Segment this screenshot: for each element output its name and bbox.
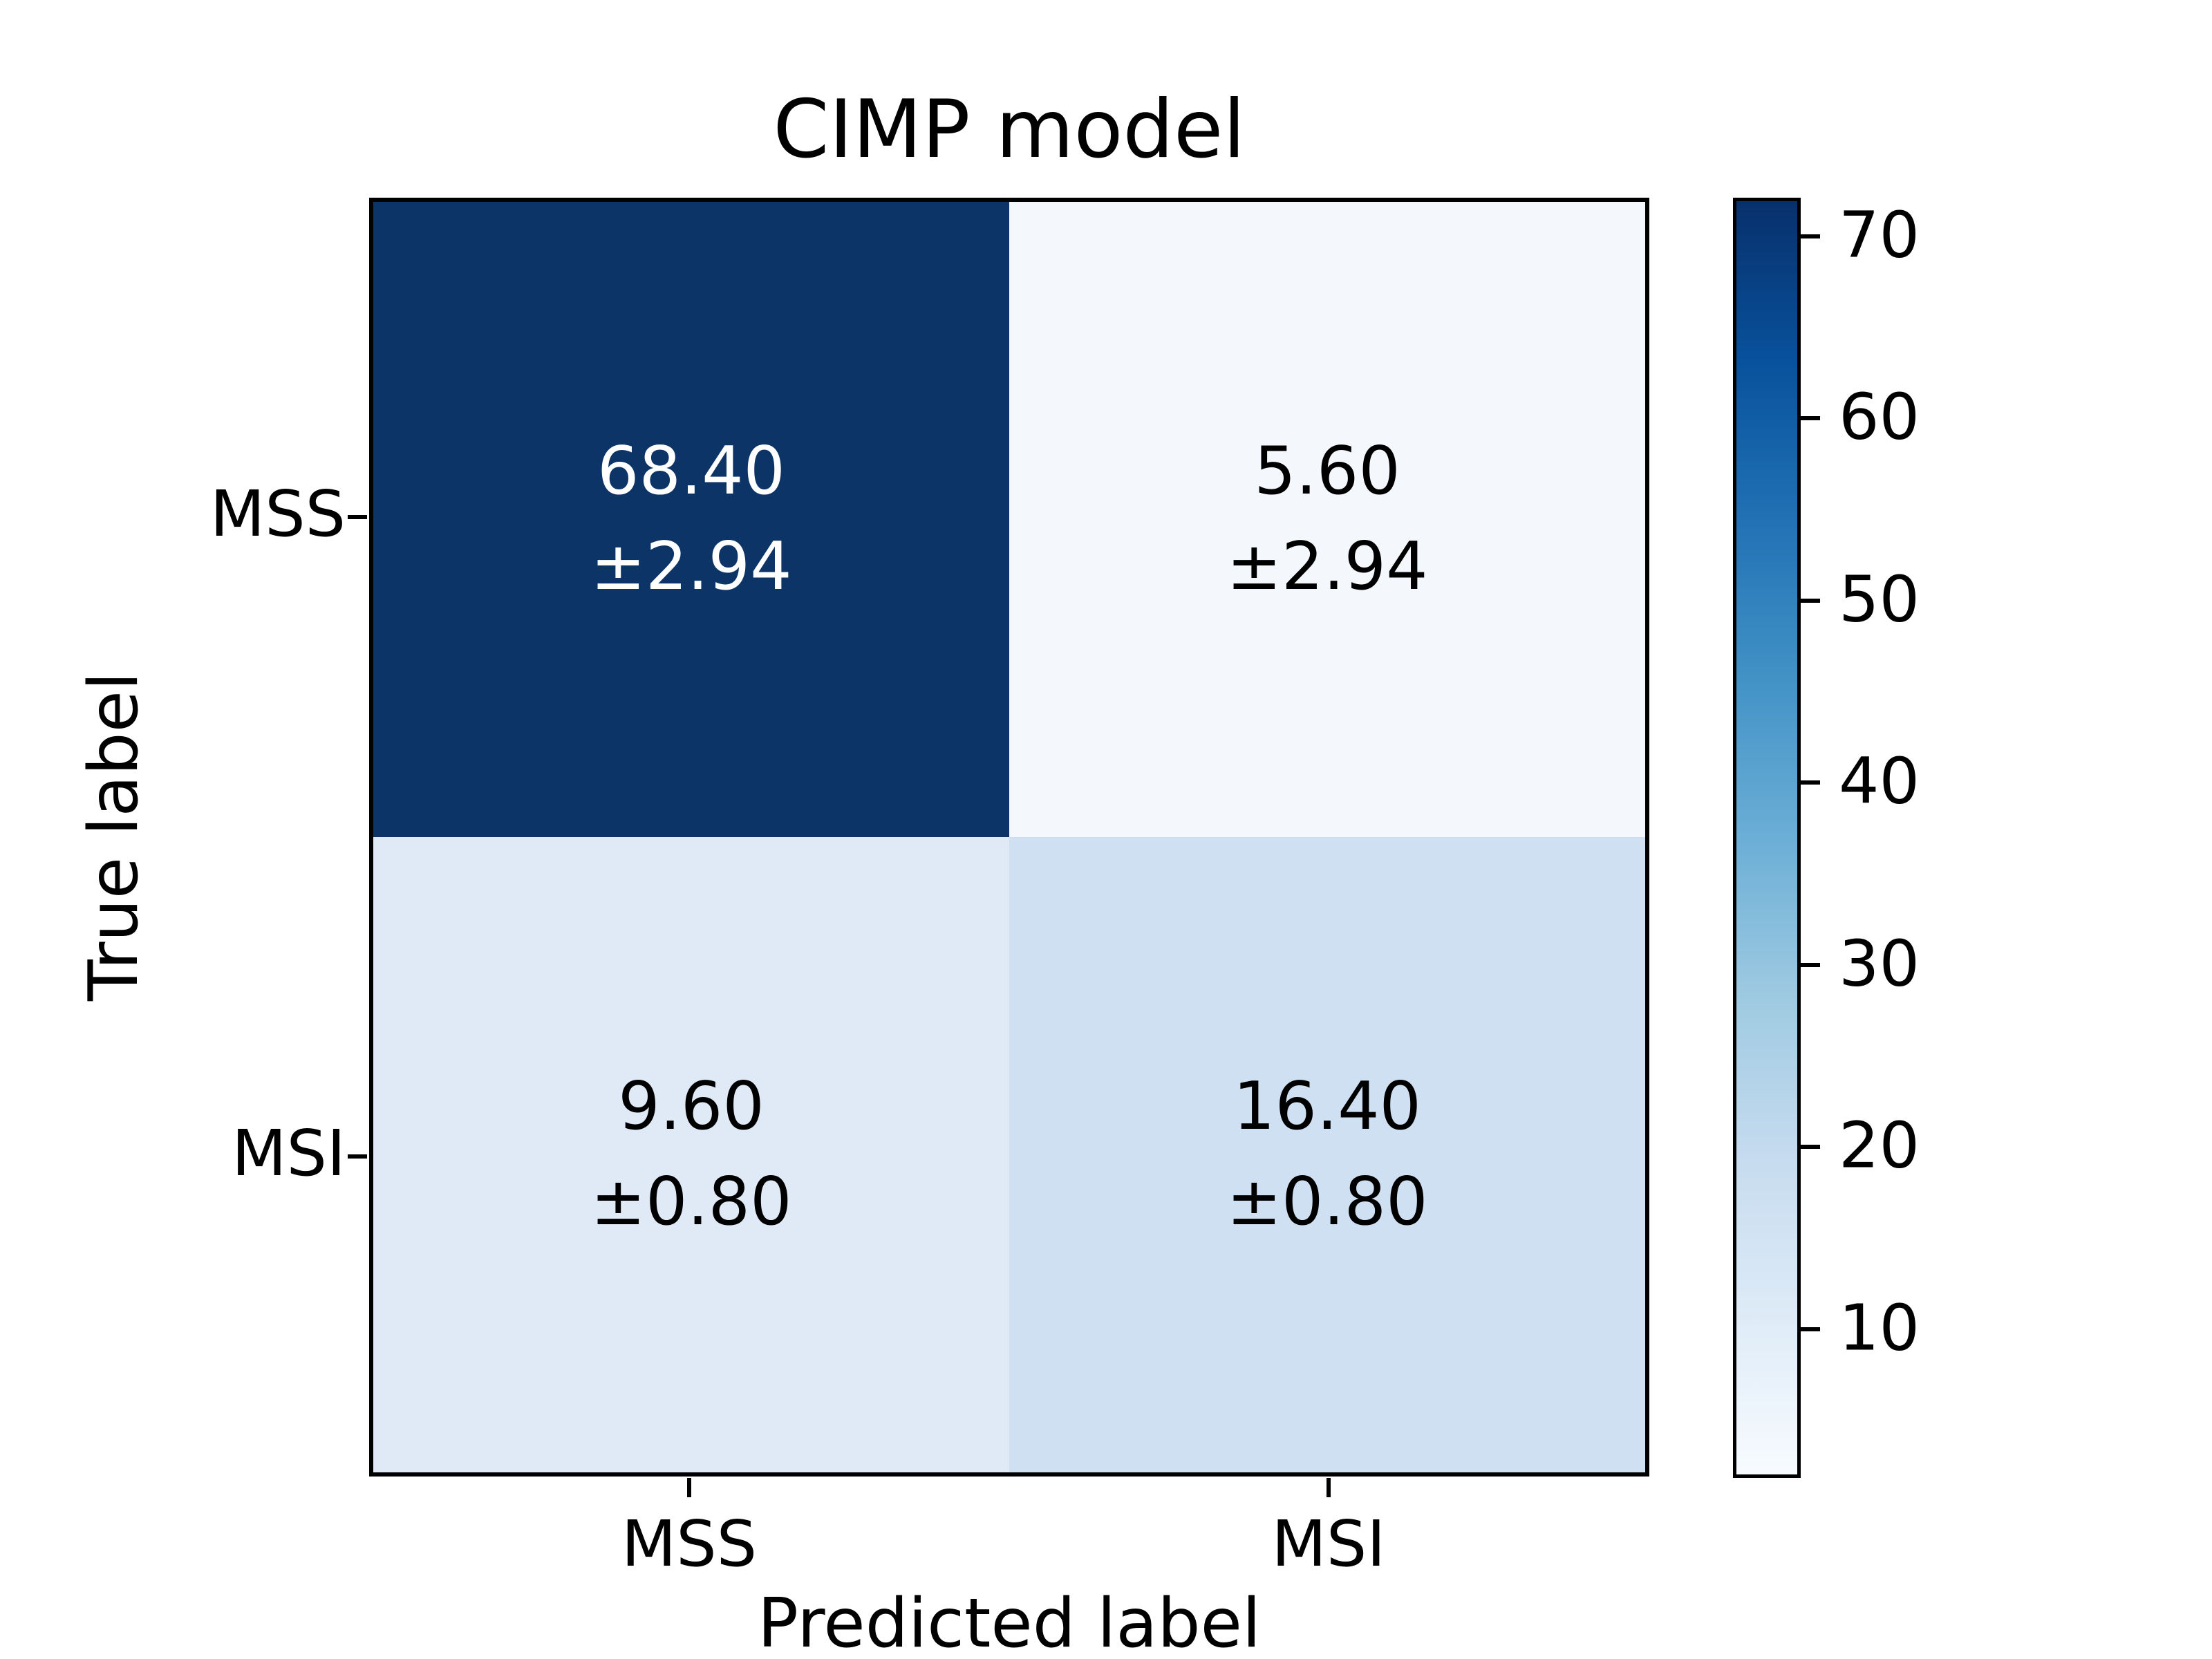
colorbar-tick-mark-30 [1801, 963, 1820, 967]
chart-title: CIMP model [773, 83, 1246, 176]
colorbar [1733, 198, 1801, 1478]
y-tick-mark-mss [348, 515, 367, 519]
cell-value: 5.60 [1254, 433, 1400, 509]
colorbar-gradient [1736, 201, 1797, 1474]
matrix-cell-true-msi-pred-msi: 16.40 ±0.80 [1009, 837, 1645, 1472]
colorbar-tick-label-50: 50 [1839, 562, 1920, 637]
colorbar-tick-label-70: 70 [1839, 198, 1920, 272]
cell-std: ±2.94 [1226, 528, 1428, 605]
colorbar-tick-mark-20 [1801, 1145, 1820, 1149]
y-axis-label: True label [75, 671, 153, 1002]
cell-value: 16.40 [1233, 1068, 1421, 1145]
colorbar-tick-label-10: 10 [1839, 1291, 1920, 1365]
cell-std: ±2.94 [590, 528, 792, 605]
y-tick-label-msi: MSI [232, 1116, 346, 1191]
x-axis-label: Predicted label [757, 1584, 1262, 1659]
colorbar-tick-label-40: 40 [1839, 744, 1920, 818]
colorbar-tick-mark-50 [1801, 599, 1820, 603]
cell-std: ±0.80 [590, 1163, 792, 1240]
colorbar-tick-label-60: 60 [1839, 379, 1920, 454]
x-tick-mark-mss [687, 1478, 691, 1497]
cell-value: 9.60 [618, 1068, 765, 1145]
confusion-matrix-plot: 68.40 ±2.94 5.60 ±2.94 9.60 ±0.80 16.40 … [369, 198, 1649, 1477]
y-tick-mark-msi [348, 1154, 367, 1159]
matrix-cell-true-mss-pred-msi: 5.60 ±2.94 [1009, 202, 1645, 837]
x-tick-label-mss: MSS [621, 1507, 758, 1581]
x-tick-mark-msi [1327, 1478, 1331, 1497]
y-tick-label-mss: MSS [209, 477, 346, 552]
colorbar-tick-mark-70 [1801, 234, 1820, 238]
cell-value: 68.40 [597, 433, 785, 509]
colorbar-tick-label-20: 20 [1839, 1108, 1920, 1183]
x-tick-label-msi: MSI [1271, 1507, 1386, 1581]
colorbar-tick-mark-60 [1801, 416, 1820, 420]
cell-std: ±0.80 [1226, 1163, 1428, 1240]
matrix-cell-true-mss-pred-mss: 68.40 ±2.94 [373, 202, 1009, 837]
colorbar-tick-mark-40 [1801, 780, 1820, 785]
matrix-cell-true-msi-pred-mss: 9.60 ±0.80 [373, 837, 1009, 1472]
colorbar-tick-mark-10 [1801, 1327, 1820, 1331]
colorbar-tick-label-30: 30 [1839, 926, 1920, 1001]
